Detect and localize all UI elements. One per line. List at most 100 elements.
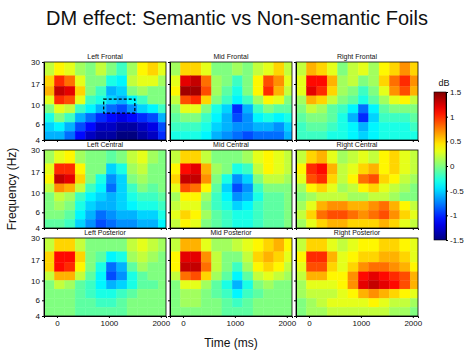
heatmap-cell xyxy=(191,122,201,131)
y-tick: 10 xyxy=(31,277,44,286)
heatmap-cell xyxy=(75,62,85,76)
heatmap-cell xyxy=(296,289,306,298)
y-tick-mark xyxy=(294,300,296,301)
heatmap-cell xyxy=(327,164,337,175)
heatmap-cell xyxy=(410,113,418,122)
heatmap-cell xyxy=(379,76,389,87)
heatmap-cell xyxy=(243,201,253,210)
heatmap-cell xyxy=(389,62,399,76)
heatmap-cell xyxy=(232,122,242,131)
x-tick: 2000 xyxy=(404,316,422,328)
y-axis: 46101730 xyxy=(31,234,44,321)
heatmap-cell xyxy=(148,210,158,219)
heatmap-cell xyxy=(65,210,75,219)
heatmap-cell xyxy=(243,62,253,76)
heatmap-cell xyxy=(201,219,211,228)
panel-frame xyxy=(296,238,418,316)
heatmap-cell xyxy=(410,62,418,76)
heatmap-cell xyxy=(86,219,96,228)
heatmap-cell xyxy=(54,238,64,252)
x-tick: 0 xyxy=(55,316,60,328)
heatmap-cell xyxy=(44,164,54,175)
heatmap-cell xyxy=(65,76,75,87)
y-axis-line xyxy=(294,63,297,141)
heatmap-cell xyxy=(75,113,85,122)
y-tick-mark xyxy=(294,62,296,63)
heatmap-cell xyxy=(306,86,316,96)
heatmap-cell xyxy=(106,281,116,290)
y-tick: 17 xyxy=(31,168,44,177)
heatmap-cell xyxy=(106,131,116,140)
heatmap-cell xyxy=(327,307,337,316)
colorbar-tick-label: -1.5 xyxy=(450,236,464,245)
heatmap-cell xyxy=(296,201,306,210)
heatmap-cell xyxy=(191,113,201,122)
heatmap-cell xyxy=(158,252,166,263)
heatmap-cell xyxy=(117,210,127,219)
heatmap-cell xyxy=(284,272,292,281)
heatmap-cell xyxy=(243,252,253,263)
panel-frame xyxy=(44,238,166,316)
heatmap-cell xyxy=(400,252,410,263)
heatmap-cell xyxy=(96,62,106,76)
x-tick xyxy=(57,140,58,142)
heatmap-cell xyxy=(117,164,127,175)
heatmap-cell xyxy=(274,76,284,87)
y-tick xyxy=(168,212,170,213)
heatmap-cell xyxy=(338,96,348,105)
x-tick-mark xyxy=(161,140,162,142)
heatmap-cell xyxy=(54,210,64,219)
heatmap-cell xyxy=(243,238,253,252)
heatmap-cell xyxy=(137,76,147,87)
heatmap-cell xyxy=(284,201,292,210)
heatmap-cell xyxy=(284,86,292,96)
heatmap-cell xyxy=(191,262,201,272)
y-axis xyxy=(294,239,297,317)
heatmap-cell xyxy=(389,289,399,298)
heatmap-cell xyxy=(65,289,75,298)
heatmap-cell xyxy=(358,307,368,316)
heatmap-cell xyxy=(54,184,64,193)
heatmap-cell xyxy=(137,272,147,281)
heatmap-cell xyxy=(263,113,273,122)
y-axis-line xyxy=(42,151,45,229)
heatmap-cell xyxy=(117,113,127,122)
heatmap-cell xyxy=(54,62,64,76)
heatmap-cell xyxy=(306,210,316,219)
heatmap-cell xyxy=(170,105,180,114)
heatmap-cell xyxy=(306,174,316,184)
heatmap-cell xyxy=(338,131,348,140)
heatmap-cell xyxy=(338,252,348,263)
heatmap-cell xyxy=(106,122,116,131)
heatmap-cell xyxy=(389,96,399,105)
x-tick-label: 1000 xyxy=(100,319,118,328)
heatmap-cells xyxy=(44,62,166,140)
heatmap-cell xyxy=(170,210,180,219)
heatmap-cell xyxy=(148,96,158,105)
heatmap-cell xyxy=(327,219,337,228)
heatmap-cell xyxy=(317,307,327,316)
heatmap-cell xyxy=(212,252,222,263)
heatmap-cell xyxy=(148,281,158,290)
heatmap-cell xyxy=(158,219,166,228)
heatmap-cell xyxy=(212,131,222,140)
heatmap-cell xyxy=(96,131,106,140)
x-tick-label: 2000 xyxy=(278,319,296,328)
y-tick xyxy=(168,62,170,63)
heatmap-cell xyxy=(263,62,273,76)
y-tick-mark xyxy=(294,316,296,317)
heatmap-cell xyxy=(348,113,358,122)
heatmap-cell xyxy=(296,76,306,87)
panel: 010002000Mid Posterior xyxy=(168,229,297,328)
heatmap-cell xyxy=(201,184,211,193)
heatmap-cell xyxy=(158,131,166,140)
heatmap-cell xyxy=(243,219,253,228)
heatmap-cell xyxy=(65,298,75,307)
heatmap-cell xyxy=(263,281,273,290)
heatmap-cell xyxy=(379,281,389,290)
heatmap-cell xyxy=(263,307,273,316)
heatmap-cell xyxy=(400,105,410,114)
heatmap-cell xyxy=(306,184,316,193)
heatmap-cell xyxy=(117,76,127,87)
y-tick-mark xyxy=(294,150,296,151)
